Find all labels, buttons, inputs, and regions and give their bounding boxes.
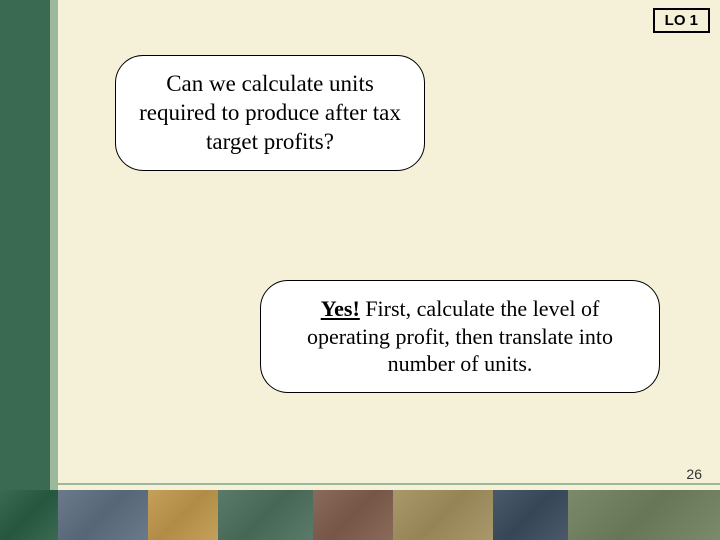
footer-cell-4 [313,490,393,540]
footer-cell-0 [0,490,58,540]
slide: LO 1 Can we calculate units required to … [0,0,720,540]
lo-badge: LO 1 [653,8,710,33]
footer-cell-2 [148,490,218,540]
footer-cell-3 [218,490,313,540]
footer-divider-line [58,483,720,485]
footer-cell-7 [568,490,720,540]
footer-cell-6 [493,490,568,540]
question-text: Can we calculate units required to produ… [139,71,401,154]
sidebar-divider [50,0,58,540]
footer-cell-5 [393,490,493,540]
answer-bubble: Yes! First, calculate the level of opera… [260,280,660,393]
question-bubble: Can we calculate units required to produ… [115,55,425,171]
footer-cell-1 [58,490,148,540]
page-number: 26 [686,466,702,482]
answer-yes: Yes! [321,296,360,321]
footer-image-strip [0,490,720,540]
sidebar-left [0,0,50,540]
